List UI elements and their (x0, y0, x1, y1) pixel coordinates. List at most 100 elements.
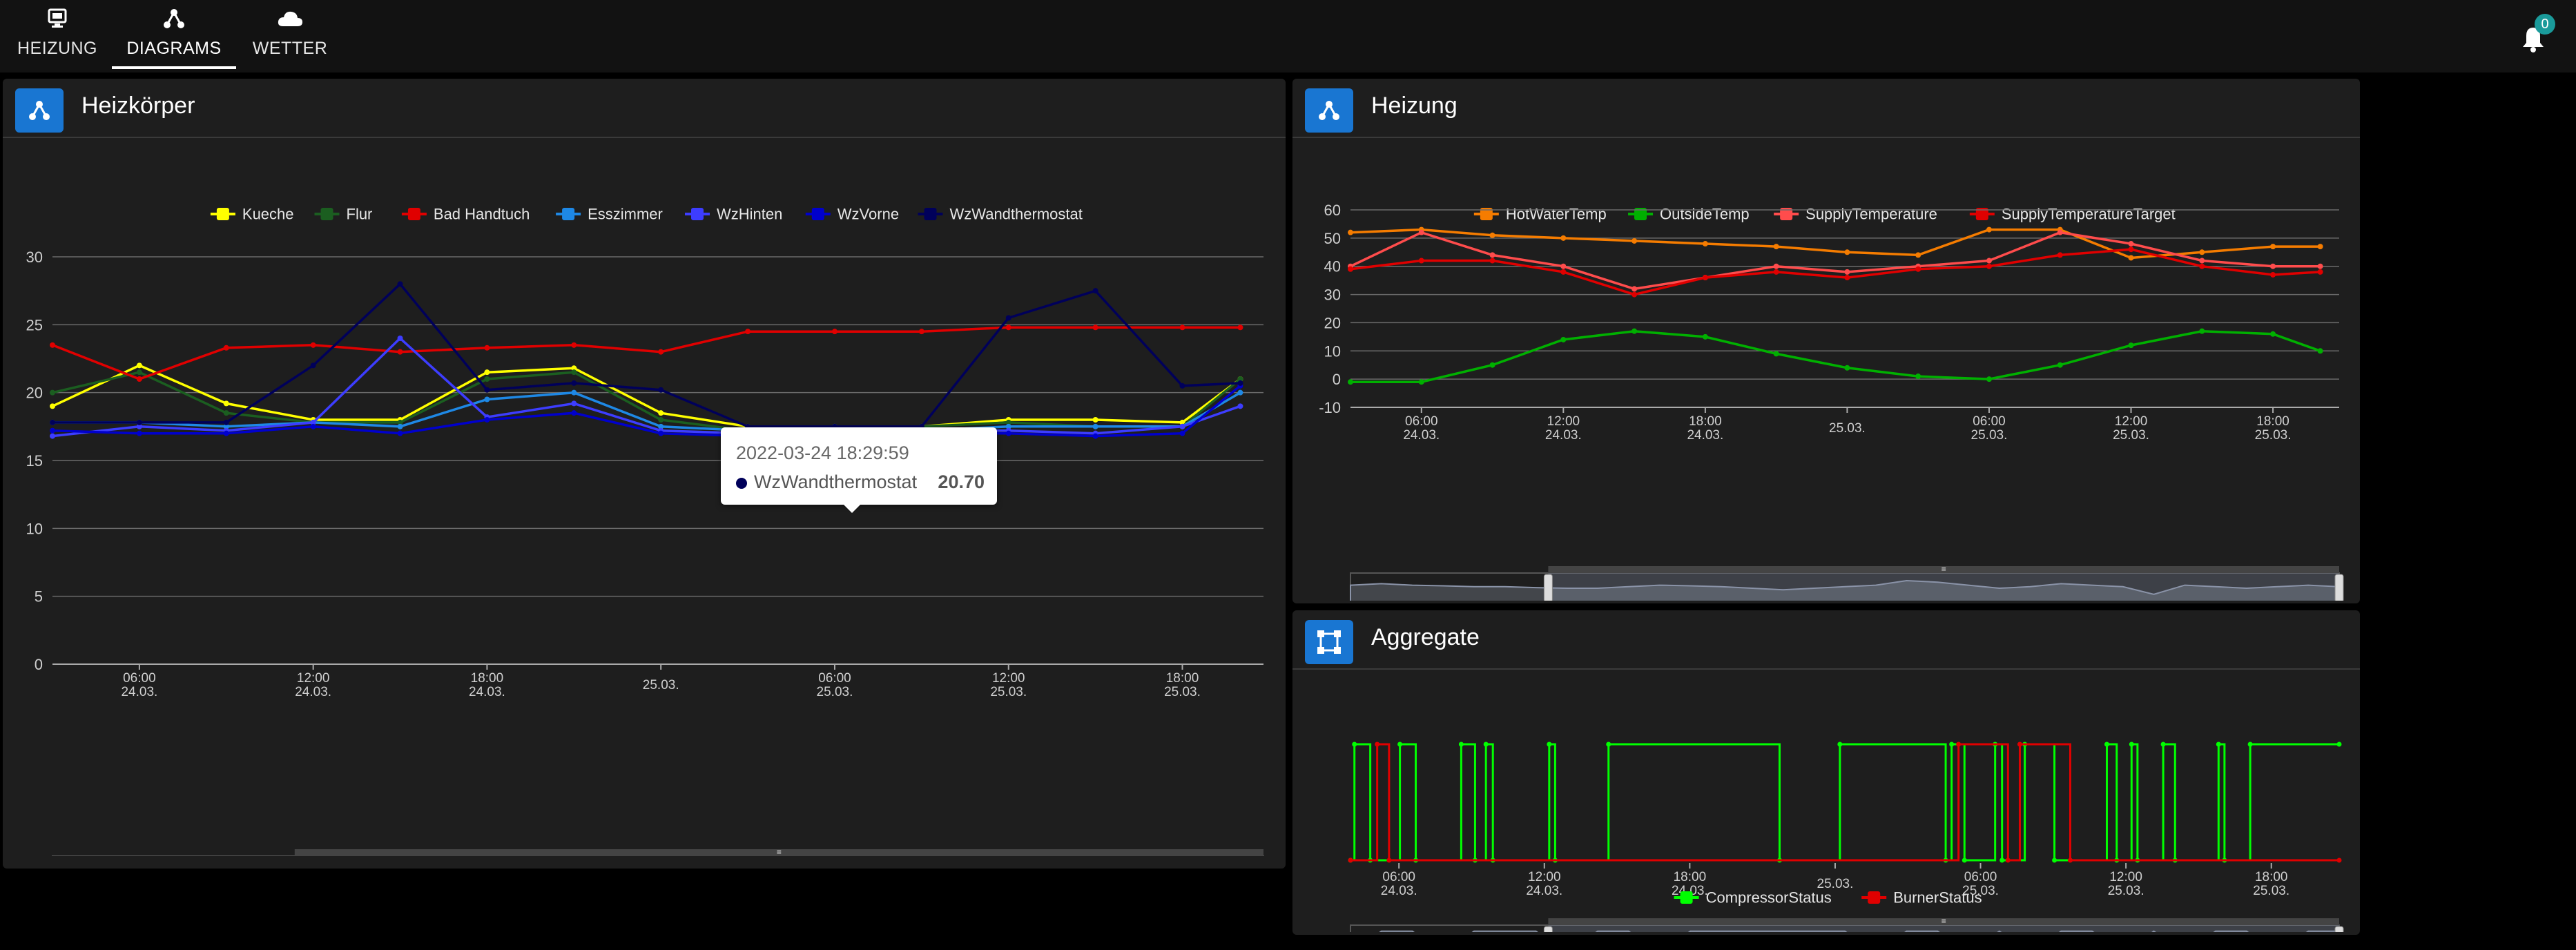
data-point (2057, 252, 2063, 258)
data-point (2057, 362, 2063, 368)
tab-wetter[interactable]: WETTER (252, 0, 328, 69)
data-point (1631, 328, 1638, 334)
y-tick-label: 5 (35, 588, 43, 605)
data-point (1418, 379, 1424, 385)
chart-heizung[interactable]: HotWaterTemp OutsideTemp SupplyTemperature… (1292, 138, 2360, 601)
legend-label: BurnerStatus (1893, 889, 1982, 907)
x-tick-label: 25.03. (1164, 685, 1201, 699)
hierarchy-icon (29, 101, 50, 120)
data-point (2128, 241, 2134, 247)
tab-heizung[interactable]: HEIZUNG (14, 0, 101, 69)
legend-marker (1780, 208, 1793, 220)
data-point (571, 380, 577, 386)
data-point (484, 417, 490, 423)
data-point (658, 417, 664, 423)
data-point (484, 376, 490, 382)
legend-marker (691, 208, 704, 220)
panel-icon (1305, 88, 1353, 133)
data-point (1986, 263, 1992, 269)
x-tick-label: 12:00 (992, 671, 1025, 686)
data-point (658, 387, 664, 393)
x-tick-label: 06:00 (1973, 414, 2006, 429)
data-point (2067, 857, 2073, 863)
data-point (484, 387, 490, 393)
notification-badge: 0 (2535, 14, 2555, 35)
data-point (1702, 333, 1708, 340)
x-tick-label: 24.03. (1381, 884, 1417, 898)
data-point (1179, 423, 1185, 429)
data-point (2128, 246, 2134, 253)
navigator-handle (1543, 926, 1553, 932)
series-line (52, 326, 1241, 380)
data-point (484, 369, 490, 376)
data-point (658, 423, 664, 429)
tooltip-value: 20.70 (938, 472, 985, 492)
data-point (918, 329, 924, 335)
vector-square-icon (1317, 630, 1341, 654)
hierarchy-icon (1319, 101, 1339, 120)
data-point (1560, 269, 1567, 275)
data-point (136, 430, 142, 436)
data-point (1348, 229, 1353, 235)
x-tick-label: 25.03. (2113, 428, 2149, 443)
navigator-series (1379, 930, 2340, 932)
legend-label: HotWaterTemp (1506, 206, 1607, 223)
data-point (1844, 275, 1850, 281)
x-tick-label: 24.03. (1687, 428, 1723, 443)
data-point (1458, 741, 1464, 747)
x-tick-label: 06:00 (1964, 870, 1997, 884)
data-point (2270, 271, 2276, 278)
panel-header: Heizkörper (3, 79, 1286, 138)
data-point (310, 419, 316, 425)
data-point (223, 345, 229, 351)
data-point (2005, 857, 2011, 863)
data-point (1005, 324, 1011, 331)
y-tick-label: 10 (1324, 342, 1341, 360)
legend-label: OutsideTemp (1660, 206, 1750, 223)
data-point (1631, 286, 1638, 292)
x-tick-label: 24.03. (121, 685, 157, 699)
y-tick-label: 50 (1324, 230, 1341, 247)
data-point (223, 400, 229, 407)
data-point (397, 349, 403, 355)
data-point (1773, 351, 1779, 357)
hierarchy-icon (164, 9, 184, 28)
data-point (1560, 235, 1567, 241)
tooltip-series-marker (736, 478, 747, 489)
data-point (1489, 362, 1495, 368)
data-point (1386, 857, 1392, 863)
x-tick-label: 06:00 (1405, 414, 1438, 429)
legend-marker (1480, 208, 1493, 220)
data-point (658, 410, 664, 416)
data-point (2057, 229, 2063, 235)
data-point (2129, 741, 2134, 747)
panel-aggregate: Aggregate 06:00 24.03. 12:00 24.03. 18:00 24.… (1292, 610, 2360, 935)
chart-heizkoerper[interactable]: Kueche Flur Bad Handtuch Esszimmer WzHinten W… (3, 138, 1286, 856)
navigator-grip-icon: ≡ (777, 847, 782, 856)
data-point (1005, 430, 1011, 436)
data-point (136, 419, 142, 425)
legend-marker (811, 208, 824, 220)
data-point (1179, 382, 1185, 389)
data-point (1915, 266, 1921, 272)
x-tick-label: 25.03. (1962, 884, 1999, 898)
tab-diagrams[interactable]: DIAGRAMS (117, 0, 231, 69)
legend-marker (562, 208, 575, 220)
data-point (397, 423, 403, 429)
data-point (2317, 244, 2323, 250)
legend-label: Kueche (242, 206, 294, 223)
x-tick-label: 25.03. (2255, 428, 2292, 443)
data-point (50, 342, 55, 348)
legend-marker (1634, 208, 1647, 220)
navigator-handle (2334, 926, 2344, 932)
data-point (571, 369, 577, 376)
data-point (1949, 741, 1955, 747)
legend-marker (1680, 891, 1693, 904)
data-point (1418, 229, 1424, 235)
legend-marker (1975, 208, 1988, 220)
data-point (223, 410, 229, 416)
data-point (223, 423, 229, 429)
x-tick-label: 18:00 (1166, 671, 1199, 686)
panel-icon (15, 88, 64, 133)
